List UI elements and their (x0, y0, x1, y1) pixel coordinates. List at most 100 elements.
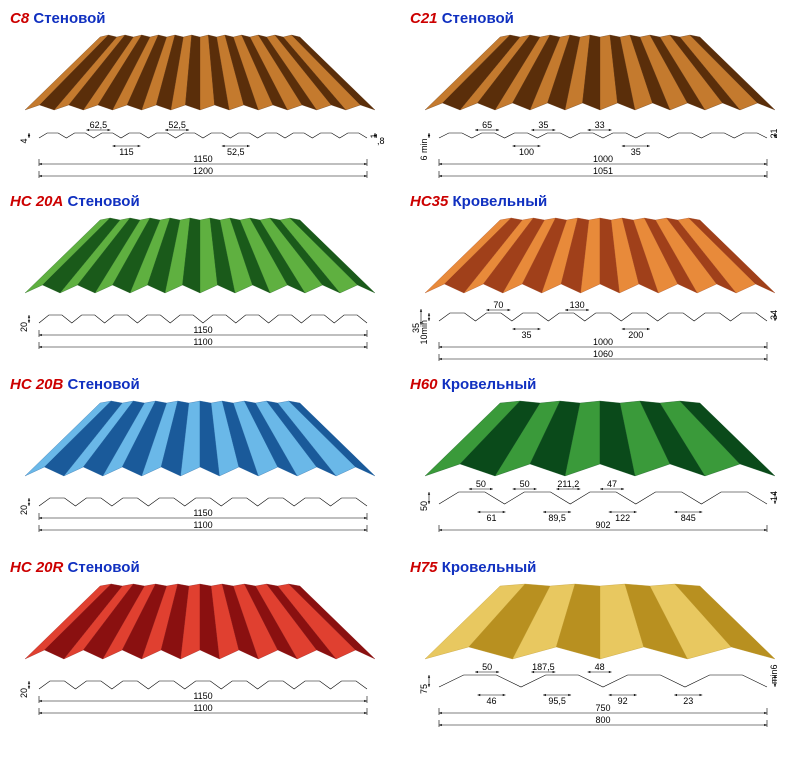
svg-text:1100: 1100 (193, 703, 212, 713)
svg-text:122: 122 (615, 513, 630, 523)
svg-text:14: 14 (769, 491, 779, 501)
sheet-3d-view (410, 397, 790, 482)
svg-text:34: 34 (769, 310, 779, 320)
svg-text:47: 47 (607, 479, 617, 489)
svg-text:100: 100 (519, 147, 534, 157)
svg-text:115: 115 (119, 147, 133, 157)
svg-text:65: 65 (482, 120, 492, 130)
svg-text:20: 20 (19, 322, 29, 332)
panel-title: С8 Стеновой (10, 10, 390, 27)
svg-text:33: 33 (595, 120, 605, 130)
profile-cross-section: 1150 1100 20 (10, 667, 390, 732)
svg-text:95,5: 95,5 (548, 696, 566, 706)
profile-code: Н60 (410, 376, 438, 393)
svg-text:52,5: 52,5 (227, 147, 245, 157)
svg-text:46: 46 (486, 696, 496, 706)
profile-cross-section: 50187,5484695,5922375080075min6 (410, 667, 790, 732)
profile-code: С21 (410, 10, 438, 27)
profile-code: Н75 (410, 559, 438, 576)
profile-type: Кровельный (442, 559, 537, 576)
svg-text:1000: 1000 (593, 337, 613, 347)
profile-cross-section: 62,552,511552,51150120041,8 (10, 118, 390, 183)
profile-type: Стеновой (68, 193, 140, 210)
svg-text:21: 21 (769, 128, 779, 138)
svg-text:89,5: 89,5 (548, 513, 566, 523)
svg-text:50: 50 (476, 479, 486, 489)
svg-text:20: 20 (19, 505, 29, 515)
sheet-3d-view (410, 580, 790, 665)
svg-text:50: 50 (520, 479, 530, 489)
profile-type: Стеновой (442, 10, 514, 27)
profile-panel: Н75 Кровельный 50 187,5 48 46 95,5 92 23 750 800… (410, 559, 790, 732)
profile-code: НС 20А (10, 193, 63, 210)
svg-text:50: 50 (482, 662, 492, 672)
profile-code: НС 20В (10, 376, 63, 393)
svg-text:62,5: 62,5 (90, 120, 108, 130)
profile-panel: С21 Стеновой 65 35 33 100 35 1000 1051 6 min 21 (410, 10, 790, 183)
svg-text:92: 92 (618, 696, 628, 706)
profile-cross-section: 70130352001000106010min3534 (410, 301, 790, 366)
profile-cross-section: 1150 1100 20 (10, 484, 390, 549)
panel-title: Н60 Кровельный (410, 376, 790, 393)
svg-text:50: 50 (419, 501, 429, 511)
svg-text:52,5: 52,5 (168, 120, 186, 130)
svg-text:35: 35 (538, 120, 548, 130)
svg-text:61: 61 (486, 513, 496, 523)
svg-text:4: 4 (19, 139, 29, 144)
svg-text:1150: 1150 (193, 508, 212, 518)
svg-text:,8: ,8 (377, 136, 385, 146)
svg-text:23: 23 (683, 696, 693, 706)
svg-text:845: 845 (681, 513, 696, 523)
svg-text:1000: 1000 (593, 154, 613, 164)
profile-panel: Н60 Кровельный 50 50 211,2 47 61 89,5 122 845 90… (410, 376, 790, 549)
profile-type: Стеновой (68, 559, 140, 576)
svg-text:70: 70 (493, 300, 503, 310)
svg-text:35: 35 (631, 147, 641, 157)
svg-text:211,2: 211,2 (557, 479, 579, 489)
svg-text:750: 750 (595, 703, 610, 713)
svg-text:1200: 1200 (193, 166, 213, 176)
svg-text:800: 800 (595, 715, 610, 725)
profile-code: НС35 (410, 193, 448, 210)
svg-text:130: 130 (570, 300, 585, 310)
svg-text:1051: 1051 (593, 166, 613, 176)
svg-text:1150: 1150 (193, 325, 212, 335)
svg-text:min6: min6 (769, 664, 779, 684)
svg-text:1060: 1060 (593, 349, 613, 359)
panel-title: НС35 Кровельный (410, 193, 790, 210)
panel-title: НС 20R Стеновой (10, 559, 390, 576)
svg-text:1150: 1150 (193, 154, 212, 164)
sheet-3d-view (10, 397, 390, 482)
profile-cross-section: 1150110020 (10, 301, 390, 366)
profile-type: Стеновой (68, 376, 140, 393)
svg-text:200: 200 (628, 330, 643, 340)
profile-code: С8 (10, 10, 29, 27)
profile-cross-section: 65 35 33 100 35 1000 1051 6 min 21 (410, 118, 790, 183)
profile-panel: НС35 Кровельный 70130352001000106010min3… (410, 193, 790, 366)
profile-cross-section: 5050211,2476189,51228459025014 (410, 484, 790, 549)
svg-text:20: 20 (19, 688, 29, 698)
sheet-3d-view (410, 31, 790, 116)
svg-text:902: 902 (595, 520, 610, 530)
profile-panel: С8 Стеновой 62,552,511552,51150120041,8 (10, 10, 390, 183)
panel-title: НС 20А Стеновой (10, 193, 390, 210)
svg-text:35: 35 (521, 330, 531, 340)
profile-panel: НС 20R Стеновой 1150 1100 20 (10, 559, 390, 732)
svg-text:1100: 1100 (193, 520, 212, 530)
svg-text:48: 48 (595, 662, 605, 672)
sheet-3d-view (410, 214, 790, 299)
panel-title: НС 20В Стеновой (10, 376, 390, 393)
svg-text:1150: 1150 (193, 691, 212, 701)
svg-text:35: 35 (411, 323, 421, 333)
profile-type: Кровельный (453, 193, 548, 210)
svg-text:75: 75 (419, 684, 429, 694)
sheet-3d-view (10, 214, 390, 299)
profile-type: Кровельный (442, 376, 537, 393)
panel-title: Н75 Кровельный (410, 559, 790, 576)
profile-panel: НС 20В Стеновой 1150 1100 20 (10, 376, 390, 549)
svg-text:6 min: 6 min (419, 139, 429, 161)
sheet-3d-view (10, 580, 390, 665)
profile-code: НС 20R (10, 559, 63, 576)
svg-text:187,5: 187,5 (532, 662, 555, 672)
panel-title: С21 Стеновой (410, 10, 790, 27)
